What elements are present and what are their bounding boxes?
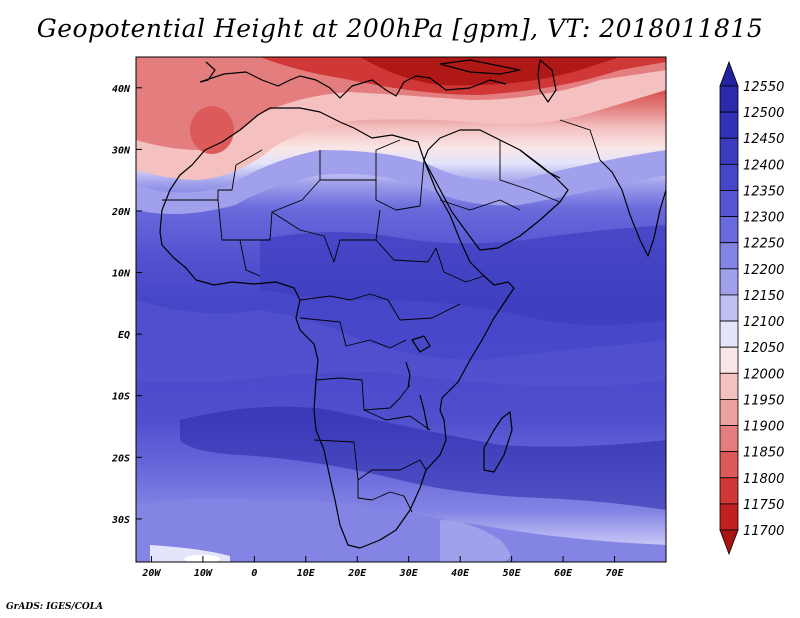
colorbar-bottom-arrow xyxy=(719,529,739,556)
lon-tick-label: 50E xyxy=(503,568,522,579)
colorbar-box xyxy=(719,320,739,348)
colorbar-label: 11900 xyxy=(743,420,784,435)
colorbar-box xyxy=(719,372,739,400)
colorbar-label: 12550 xyxy=(743,80,784,95)
colorbar-box xyxy=(719,346,739,374)
colorbar-box xyxy=(719,163,739,191)
map-title: Geopotential Height at 200hPa [gpm], VT:… xyxy=(36,14,764,43)
plot-frame xyxy=(135,56,667,563)
longitude-axis: 20W 10W 0 10E 20E 30E 40E 50E 60E 70E xyxy=(141,556,625,579)
lon-tick-label: 0 xyxy=(251,568,257,579)
colorbar-label: 11850 xyxy=(743,446,784,461)
colorbar-label: 12100 xyxy=(743,315,784,330)
colorbar-box xyxy=(719,503,739,531)
lon-tick-label: 60E xyxy=(554,568,573,579)
lon-tick-label: 20E xyxy=(347,568,367,579)
colorbar-label: 11950 xyxy=(743,393,784,408)
latitude-axis: 40N 30N 20N 10N EQ 10S 20S 30S xyxy=(111,84,142,526)
height-field xyxy=(136,57,666,562)
lat-tick-label: 20S xyxy=(111,453,130,464)
colorbar-label: 12050 xyxy=(743,341,784,356)
grads-credit: GrADS: IGES/COLA xyxy=(6,602,104,612)
colorbar-label: 12450 xyxy=(743,132,784,147)
colorbar-label: 12250 xyxy=(743,237,784,252)
colorbar-label: 12200 xyxy=(743,263,784,278)
lat-tick-label: 40N xyxy=(112,84,131,95)
colorbar-label: 12300 xyxy=(743,211,784,226)
colorbar-label: 12400 xyxy=(743,158,784,173)
lon-tick-label: 70E xyxy=(606,568,625,579)
colorbar-box xyxy=(719,451,739,479)
lat-tick-label: 10N xyxy=(112,269,131,280)
colorbar-box xyxy=(719,85,739,113)
lat-tick-label: 10S xyxy=(112,392,130,403)
lon-tick-label: 30E xyxy=(399,568,419,579)
colorbar-box xyxy=(719,242,739,270)
country-borders xyxy=(162,119,601,513)
lat-tick-label: EQ xyxy=(118,330,130,341)
colorbar: 12550 12500 12450 12400 12350 12300 12250 12200… xyxy=(719,60,784,556)
lon-tick-label: 10E xyxy=(297,568,316,579)
colorbar-label: 12000 xyxy=(743,367,784,382)
colorbar-box xyxy=(719,477,739,505)
lon-tick-label: 20W xyxy=(141,568,161,579)
colorbar-label: 12500 xyxy=(743,106,784,121)
lat-tick-label: 30S xyxy=(111,515,130,526)
lon-tick-label: 40E xyxy=(451,568,470,579)
lon-tick-label: 10W xyxy=(194,568,213,579)
colorbar-box xyxy=(719,268,739,296)
colorbar-label: 12350 xyxy=(743,184,784,199)
colorbar-top-arrow xyxy=(719,60,739,87)
colorbar-box xyxy=(719,190,739,217)
colorbar-label: 11800 xyxy=(743,472,784,487)
colorbar-box xyxy=(719,294,739,322)
colorbar-box xyxy=(719,137,739,165)
colorbar-label: 11750 xyxy=(743,498,784,513)
colorbar-box xyxy=(719,425,739,453)
lat-tick-label: 30N xyxy=(111,145,131,156)
coastlines xyxy=(159,59,666,549)
lat-tick-label: 20N xyxy=(111,207,131,218)
colorbar-label: 12150 xyxy=(743,289,784,304)
colorbar-box xyxy=(719,216,739,244)
colorbar-box xyxy=(719,111,739,139)
colorbar-box xyxy=(719,399,739,426)
colorbar-label: 11700 xyxy=(743,524,784,539)
